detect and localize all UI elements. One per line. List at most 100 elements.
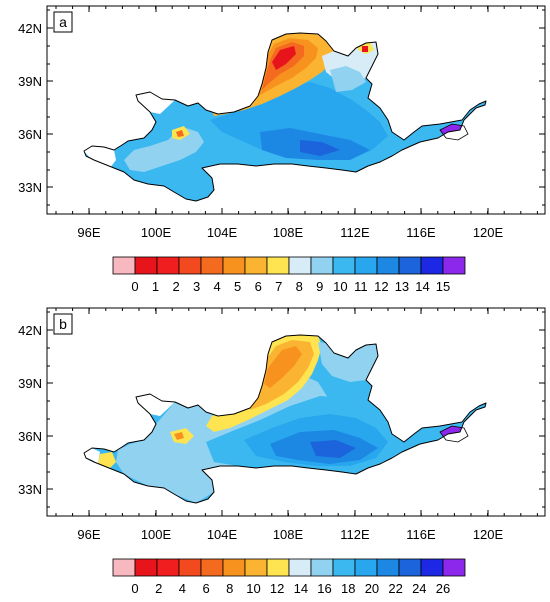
colorbar-label: 13: [395, 279, 409, 294]
contour-region: [176, 130, 184, 137]
basin-boundary: [83, 32, 487, 202]
colorbar-label: 16: [317, 581, 331, 596]
colorbar-cell: [156, 256, 180, 275]
contour-region: [174, 432, 184, 440]
contour-region: [362, 46, 368, 52]
panel-label: a: [59, 14, 67, 30]
colorbar-label: 24: [412, 581, 426, 596]
lat-tick-label: 39N: [18, 74, 42, 89]
colorbar-cell: [442, 558, 466, 577]
lon-tick-label: 116E: [406, 527, 436, 542]
map-panel-b: b 42N 39N 36N 33N 96E 100E 104E 108E 112E 116E 120E…: [0, 302, 550, 602]
colorbar-label: 9: [316, 279, 323, 294]
colorbar-cell: [244, 256, 268, 275]
colorbar-label: 6: [255, 279, 262, 294]
contour-region: [264, 346, 302, 388]
colorbar-cell: [420, 558, 444, 577]
colorbar-cell: [354, 256, 378, 275]
contour-region: [272, 46, 296, 70]
colorbar-cell: [398, 558, 422, 577]
colorbar-cell: [310, 558, 334, 577]
east-lobe-boundary: [439, 123, 469, 141]
colorbar-cell: [310, 256, 334, 275]
colorbar-label: 14: [294, 581, 308, 596]
colorbar-label: 20: [365, 581, 379, 596]
panel-label-box: [53, 11, 73, 33]
colorbar-cell: [332, 558, 356, 577]
colorbar-cell: [178, 256, 202, 275]
colorbar-cell: [376, 558, 400, 577]
lat-tick-label: 42N: [18, 21, 42, 36]
colorbar-label: 0: [131, 279, 138, 294]
colorbar-cell: [112, 558, 136, 577]
panel-label-box: [53, 313, 73, 335]
colorbar-label: 15: [436, 279, 450, 294]
colorbar-cell: [288, 256, 312, 275]
colorbar-label: 14: [415, 279, 429, 294]
colorbar-label: 18: [341, 581, 355, 596]
map-svg-b: b 42N 39N 36N 33N 96E 100E 104E 108E 112E 116E 120E…: [18, 307, 546, 596]
colorbar-label: 5: [234, 279, 241, 294]
colorbar-cell: [266, 256, 290, 275]
contour-region: [84, 448, 100, 464]
colorbar-cell: [112, 256, 136, 275]
lat-tick-label: 36N: [18, 127, 42, 142]
lat-tick-label: 39N: [18, 376, 42, 391]
colorbar-cell: [354, 558, 378, 577]
lon-tick-label: 108E: [273, 527, 304, 542]
colorbar-cell: [420, 256, 444, 275]
lon-tick-label: 96E: [77, 225, 100, 240]
contour-region: [134, 394, 175, 416]
colorbar-label: 0: [131, 581, 138, 596]
colorbar-cell: [134, 256, 158, 275]
colorbar-cell: [178, 558, 202, 577]
lon-tick-label: 108E: [273, 225, 304, 240]
contour-region: [300, 140, 340, 156]
colorbar-label: 3: [193, 279, 200, 294]
lon-tick-label: 112E: [340, 527, 370, 542]
colorbar-label: 8: [226, 581, 233, 596]
lon-tick-label: 116E: [406, 225, 436, 240]
contour-fill-layer: [84, 335, 486, 503]
colorbar-label: 4: [179, 581, 186, 596]
lat-tick-label: 33N: [18, 482, 42, 497]
lon-tick-label: 120E: [473, 527, 504, 542]
map-svg-a: a 42N 39N 36N 33N 96E 100E 104E 108E 112E 116E 120E…: [18, 5, 546, 294]
lon-tick-label: 100E: [141, 225, 172, 240]
lat-tick-label: 33N: [18, 180, 42, 195]
colorbar-cell: [200, 256, 224, 275]
lon-tick-label: 96E: [77, 527, 100, 542]
lon-tick-label: 104E: [207, 225, 238, 240]
lon-tick-label: 104E: [207, 527, 238, 542]
colorbar-label: 2: [172, 279, 179, 294]
lon-tick-label: 112E: [340, 225, 370, 240]
colorbar-cell: [244, 558, 268, 577]
contour-region: [124, 128, 204, 172]
colorbar: 0 2 4 6 8 10 12 14 16 18 20 22 24 26: [112, 558, 466, 596]
colorbar-label: 7: [275, 279, 282, 294]
colorbar-label: 10: [246, 581, 260, 596]
colorbar-label: 11: [354, 279, 368, 294]
colorbar-cell: [222, 256, 246, 275]
lat-tick-label: 36N: [18, 429, 42, 444]
colorbar-label: 22: [388, 581, 402, 596]
lon-tick-label: 100E: [141, 527, 172, 542]
colorbar-cell: [156, 558, 180, 577]
colorbar-cell: [134, 558, 158, 577]
colorbar-cell: [200, 558, 224, 577]
basin-boundary: [83, 334, 487, 504]
east-lobe-boundary: [439, 425, 469, 443]
lon-tick-label: 120E: [473, 225, 504, 240]
colorbar-label: 1: [152, 279, 159, 294]
colorbar-cell: [442, 256, 466, 275]
map-panel-a: a 42N 39N 36N 33N 96E 100E 104E 108E 112E 116E 120E…: [0, 0, 550, 300]
colorbar-label: 2: [155, 581, 162, 596]
colorbar-label: 12: [270, 581, 284, 596]
colorbar-label: 26: [436, 581, 450, 596]
colorbar-cell: [398, 256, 422, 275]
colorbar-label: 6: [202, 581, 209, 596]
panel-label: b: [59, 316, 67, 332]
colorbar-cell: [222, 558, 246, 577]
colorbar-label: 10: [333, 279, 347, 294]
contour-region: [134, 92, 175, 114]
